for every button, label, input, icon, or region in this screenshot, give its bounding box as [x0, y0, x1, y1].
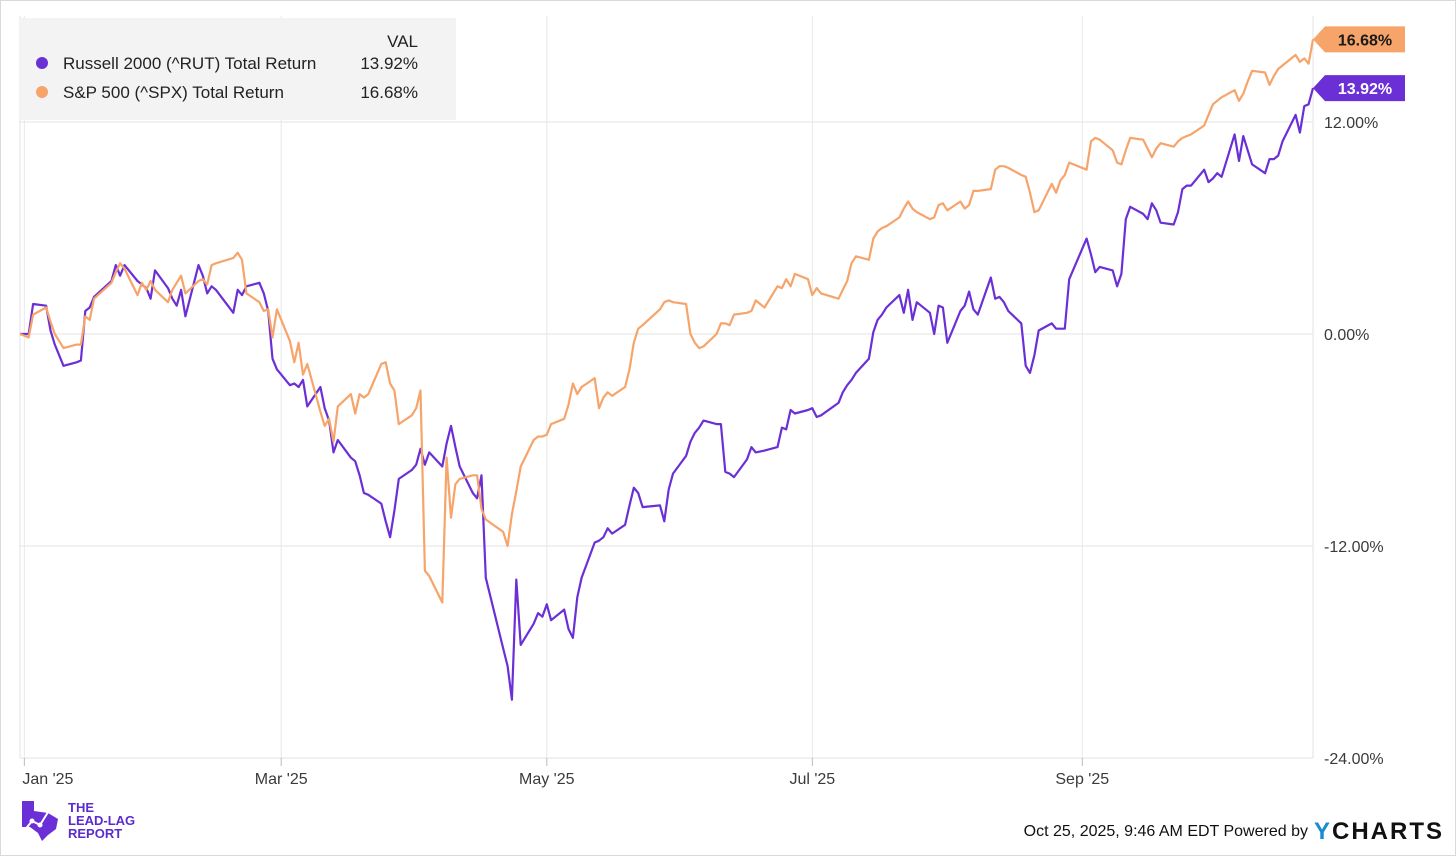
series-line-1: [19, 39, 1315, 604]
legend-background: [20, 18, 456, 120]
y-tick-label: -24.00%: [1324, 751, 1384, 768]
ycharts-brand[interactable]: YCHARTS: [1314, 818, 1444, 846]
x-tick-label: Jan '25: [22, 771, 73, 788]
last-value-label-0: 13.92%: [1338, 81, 1392, 98]
ycharts-brand-y: Y: [1313, 818, 1332, 845]
legend: VAL Russell 2000 (^RUT) Total Return 13.9…: [20, 18, 456, 120]
axis-layer: 12.00% 0.00% -12.00% -24.00% Jan '25 Mar '25 M…: [22, 115, 1383, 788]
ycharts-brand-rest: CHARTS: [1332, 818, 1444, 845]
y-tick-label: 12.00%: [1324, 115, 1378, 132]
x-tick-label: Mar '25: [255, 771, 308, 788]
legend-marker-0: [36, 57, 48, 69]
legend-series-name-1: S&P 500 (^SPX) Total Return: [63, 83, 284, 102]
legend-series-name-0: Russell 2000 (^RUT) Total Return: [63, 54, 316, 73]
footer-timestamp: Oct 25, 2025, 9:46 AM EDT Powered by: [1023, 823, 1308, 840]
last-value-tags: 13.92% 16.68%: [1313, 26, 1405, 102]
lead-lag-report-logo: THE LEAD-LAG REPORT: [18, 792, 158, 848]
x-tick-label: Sep '25: [1055, 771, 1109, 788]
last-value-tag-1: [1313, 26, 1405, 53]
y-tick-label: -12.00%: [1324, 539, 1384, 556]
logo-text: THE LEAD-LAG REPORT: [68, 799, 136, 841]
x-tick-label: May '25: [519, 771, 575, 788]
series-line-0: [20, 87, 1315, 701]
legend-header: VAL: [387, 32, 418, 51]
x-tick-label: Jul '25: [789, 771, 835, 788]
last-value-tag-0: [1313, 75, 1405, 102]
last-value-label-1: 16.68%: [1338, 32, 1392, 49]
legend-series-value-0: 13.92%: [360, 54, 418, 73]
grid-layer: [19, 16, 1314, 759]
y-tick-label: 0.00%: [1324, 327, 1369, 344]
footer: Oct 25, 2025, 9:46 AM EDT Powered by YCH…: [1024, 818, 1444, 846]
legend-marker-1: [36, 86, 48, 98]
legend-series-value-1: 16.68%: [360, 83, 418, 102]
series-layer: [19, 39, 1315, 701]
texas-map-icon: [22, 801, 58, 841]
